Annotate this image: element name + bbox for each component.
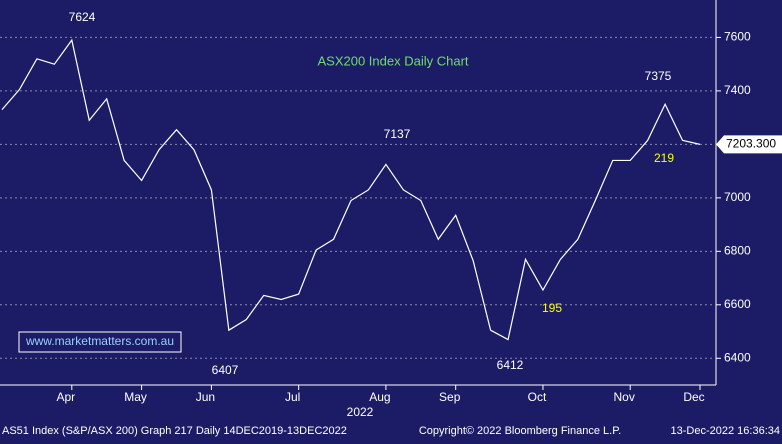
- y-tick-label: 7000: [724, 190, 751, 204]
- annotation: 7137: [384, 127, 411, 141]
- x-tick-label: Dec: [683, 390, 704, 404]
- annotation: 6412: [497, 358, 524, 372]
- y-tick-label: 6800: [724, 243, 751, 257]
- x-axis-title: 2022: [347, 405, 374, 419]
- y-tick-label: 6600: [724, 297, 751, 311]
- footer-center: Copyright© 2022 Bloomberg Finance L.P.: [419, 425, 621, 437]
- y-tick-label: 7600: [724, 30, 751, 44]
- x-tick-label: Nov: [614, 390, 635, 404]
- price-line: [1, 38, 701, 341]
- x-tick-label: Sep: [439, 390, 461, 404]
- annotation: 195: [542, 301, 562, 315]
- watermark: www.marketmatters.com.au: [25, 334, 174, 348]
- footer-right: 13-Dec-2022 16:36:34: [671, 425, 780, 437]
- x-tick-label: Jun: [196, 390, 215, 404]
- x-tick-label: Aug: [369, 390, 390, 404]
- chart-title: ASX200 Index Daily Chart: [317, 53, 468, 68]
- annotation: 6407: [212, 363, 239, 377]
- x-tick-label: Jul: [285, 390, 300, 404]
- y-tick-label: 6400: [724, 350, 751, 364]
- x-tick-label: Oct: [528, 390, 547, 404]
- footer-left: AS51 Index (S&P/ASX 200) Graph 217 Daily…: [2, 425, 347, 437]
- x-tick-label: Apr: [56, 390, 75, 404]
- annotation: 7624: [69, 10, 96, 24]
- last-price-label: 7203.300: [726, 137, 776, 151]
- annotation: 219: [654, 151, 674, 165]
- annotation: 7375: [645, 69, 672, 83]
- last-price-tag: [716, 135, 782, 154]
- watermark-box: [18, 331, 182, 353]
- y-tick-label: 7400: [724, 83, 751, 97]
- x-tick-label: May: [124, 390, 147, 404]
